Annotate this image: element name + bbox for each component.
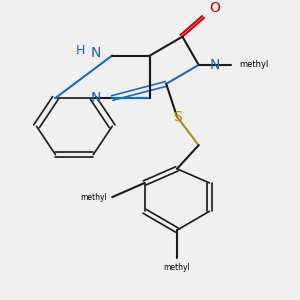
Text: S: S bbox=[172, 110, 182, 124]
Text: N: N bbox=[209, 58, 220, 72]
Text: methyl: methyl bbox=[164, 263, 190, 272]
Text: O: O bbox=[209, 2, 220, 15]
Text: methyl: methyl bbox=[80, 193, 107, 202]
Text: methyl: methyl bbox=[239, 61, 268, 70]
Text: N: N bbox=[91, 46, 101, 60]
Text: N: N bbox=[91, 91, 101, 105]
Text: H: H bbox=[76, 44, 85, 57]
